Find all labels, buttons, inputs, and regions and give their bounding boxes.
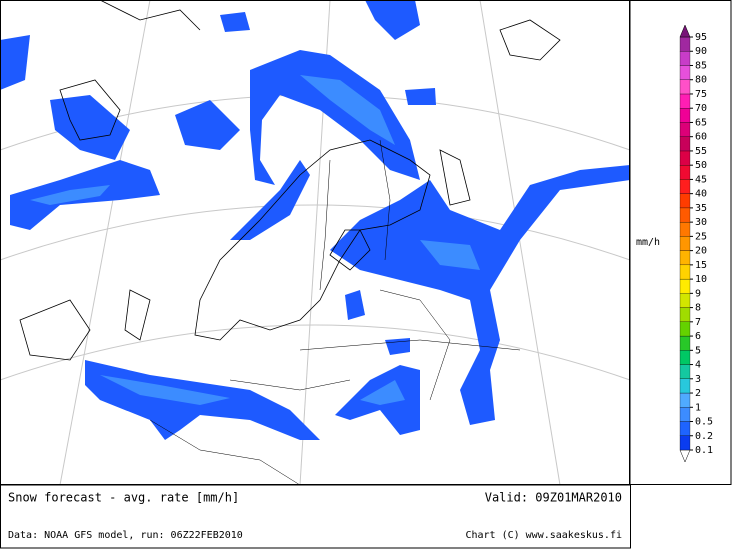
color-swatch: [679, 221, 691, 237]
level-label: 25: [695, 231, 707, 242]
color-swatch: [679, 150, 691, 166]
color-swatch: [679, 36, 691, 52]
color-swatch: [679, 407, 691, 422]
level-label: 95: [695, 32, 707, 43]
level-label: 9: [695, 288, 701, 299]
color-swatch: [679, 122, 691, 137]
color-swatch: [679, 179, 691, 194]
map: [0, 0, 631, 486]
level-label: 0.5: [695, 417, 713, 428]
level-label: 45: [695, 174, 707, 185]
level-label: 20: [695, 246, 707, 257]
level-label: 35: [695, 203, 707, 214]
color-swatch: [679, 65, 691, 80]
snow-areas-heavier: [30, 75, 480, 405]
title: Snow forecast - avg. rate [mm/h]: [8, 491, 239, 505]
color-swatch: [679, 136, 691, 152]
color-swatch: [679, 207, 691, 223]
footer-frame: [0, 484, 631, 549]
color-swatch: [679, 421, 691, 436]
color-swatch: [679, 51, 691, 66]
legend-unit: mm/h: [636, 237, 660, 248]
level-label: 1: [695, 402, 701, 413]
level-label: 50: [695, 160, 707, 171]
color-swatch: [679, 435, 691, 451]
level-label: 5: [695, 345, 701, 356]
color-swatch: [679, 165, 691, 180]
level-label: 15: [695, 260, 707, 271]
level-label: 40: [695, 189, 707, 200]
above-triangle: [679, 24, 691, 38]
coastlines: [19, 0, 561, 361]
color-swatch: [679, 278, 691, 294]
color-swatch: [679, 350, 691, 365]
color-swatch: [679, 293, 691, 308]
color-swatch: [679, 321, 691, 337]
color-swatch: [679, 264, 691, 280]
color-swatch: [679, 193, 691, 209]
color-swatch: [679, 378, 691, 394]
level-label: 0.1: [695, 445, 713, 456]
legend-frame: [629, 0, 732, 485]
color-swatch: [679, 335, 691, 351]
valid-time: Valid: 09Z01MAR2010: [485, 491, 622, 505]
level-label: 6: [695, 331, 701, 342]
color-swatch: [679, 93, 691, 109]
level-label: 75: [695, 89, 707, 100]
level-label: 80: [695, 75, 707, 86]
level-label: 55: [695, 146, 707, 157]
level-label: 60: [695, 132, 707, 143]
level-label: 30: [695, 217, 707, 228]
color-swatch: [679, 307, 691, 322]
level-label: 7: [695, 317, 701, 328]
borders: [149, 139, 521, 486]
level-label: 2: [695, 388, 701, 399]
level-label: 10: [695, 274, 707, 285]
color-swatch: [679, 250, 691, 266]
color-swatch: [679, 236, 691, 251]
color-swatch: [679, 108, 691, 123]
color-swatch: [679, 79, 691, 95]
level-label: 65: [695, 117, 707, 128]
color-swatch: [679, 364, 691, 379]
level-label: 85: [695, 60, 707, 71]
level-label: 70: [695, 103, 707, 114]
level-label: 0.2: [695, 431, 713, 442]
level-label: 8: [695, 303, 701, 314]
colorbar: 0.10.20.51234567891015202530354045505560…: [679, 24, 713, 463]
level-label: 90: [695, 46, 707, 57]
level-label: 3: [695, 374, 701, 385]
level-label: 4: [695, 360, 701, 371]
credit: Chart (C) www.saakeskus.fi: [465, 530, 622, 541]
data-source: Data: NOAA GFS model, run: 06Z22FEB2010: [8, 530, 243, 541]
color-swatch: [679, 392, 691, 408]
